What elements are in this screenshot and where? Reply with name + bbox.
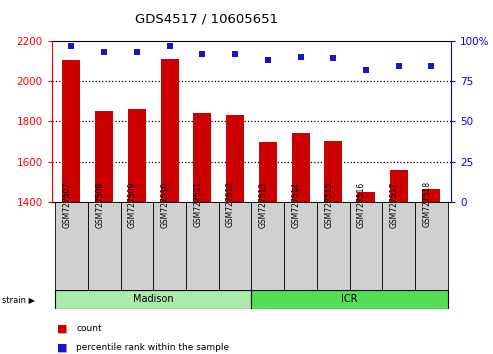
- Text: percentile rank within the sample: percentile rank within the sample: [76, 343, 230, 352]
- Bar: [357, 192, 375, 354]
- Bar: [317, 202, 350, 290]
- Bar: [383, 202, 415, 290]
- Bar: [284, 202, 317, 290]
- Bar: [350, 202, 383, 290]
- Text: ■: ■: [57, 323, 67, 333]
- Bar: [128, 109, 146, 354]
- Bar: [193, 113, 211, 354]
- Bar: [55, 202, 88, 290]
- Bar: [259, 142, 277, 354]
- Bar: [390, 170, 408, 354]
- Bar: [120, 202, 153, 290]
- Bar: [324, 141, 342, 354]
- Text: ■: ■: [57, 343, 67, 353]
- Bar: [95, 111, 113, 354]
- Text: GSM727513: GSM727513: [259, 181, 268, 228]
- Text: GSM727515: GSM727515: [324, 181, 333, 228]
- Bar: [63, 60, 80, 354]
- Bar: [415, 202, 448, 290]
- Text: GSM727511: GSM727511: [193, 181, 202, 228]
- Text: strain ▶: strain ▶: [2, 295, 35, 304]
- Bar: [219, 202, 251, 290]
- Text: ICR: ICR: [341, 295, 358, 304]
- Text: GSM727516: GSM727516: [357, 181, 366, 228]
- Text: GSM727508: GSM727508: [95, 181, 104, 228]
- Text: GSM727518: GSM727518: [423, 181, 431, 228]
- Bar: [186, 202, 219, 290]
- Bar: [291, 133, 310, 354]
- Text: GDS4517 / 10605651: GDS4517 / 10605651: [136, 12, 279, 25]
- Bar: [423, 189, 440, 354]
- Bar: [251, 202, 284, 290]
- Bar: [161, 59, 178, 354]
- Bar: [55, 290, 251, 309]
- Text: GSM727509: GSM727509: [128, 181, 137, 228]
- Bar: [88, 202, 120, 290]
- Text: GSM727514: GSM727514: [291, 181, 301, 228]
- Bar: [251, 290, 448, 309]
- Text: GSM727517: GSM727517: [390, 181, 399, 228]
- Text: GSM727507: GSM727507: [63, 181, 71, 228]
- Text: GSM727510: GSM727510: [161, 181, 170, 228]
- Text: Madison: Madison: [133, 295, 174, 304]
- Bar: [153, 202, 186, 290]
- Bar: [226, 115, 244, 354]
- Text: GSM727512: GSM727512: [226, 181, 235, 228]
- Text: count: count: [76, 324, 102, 333]
